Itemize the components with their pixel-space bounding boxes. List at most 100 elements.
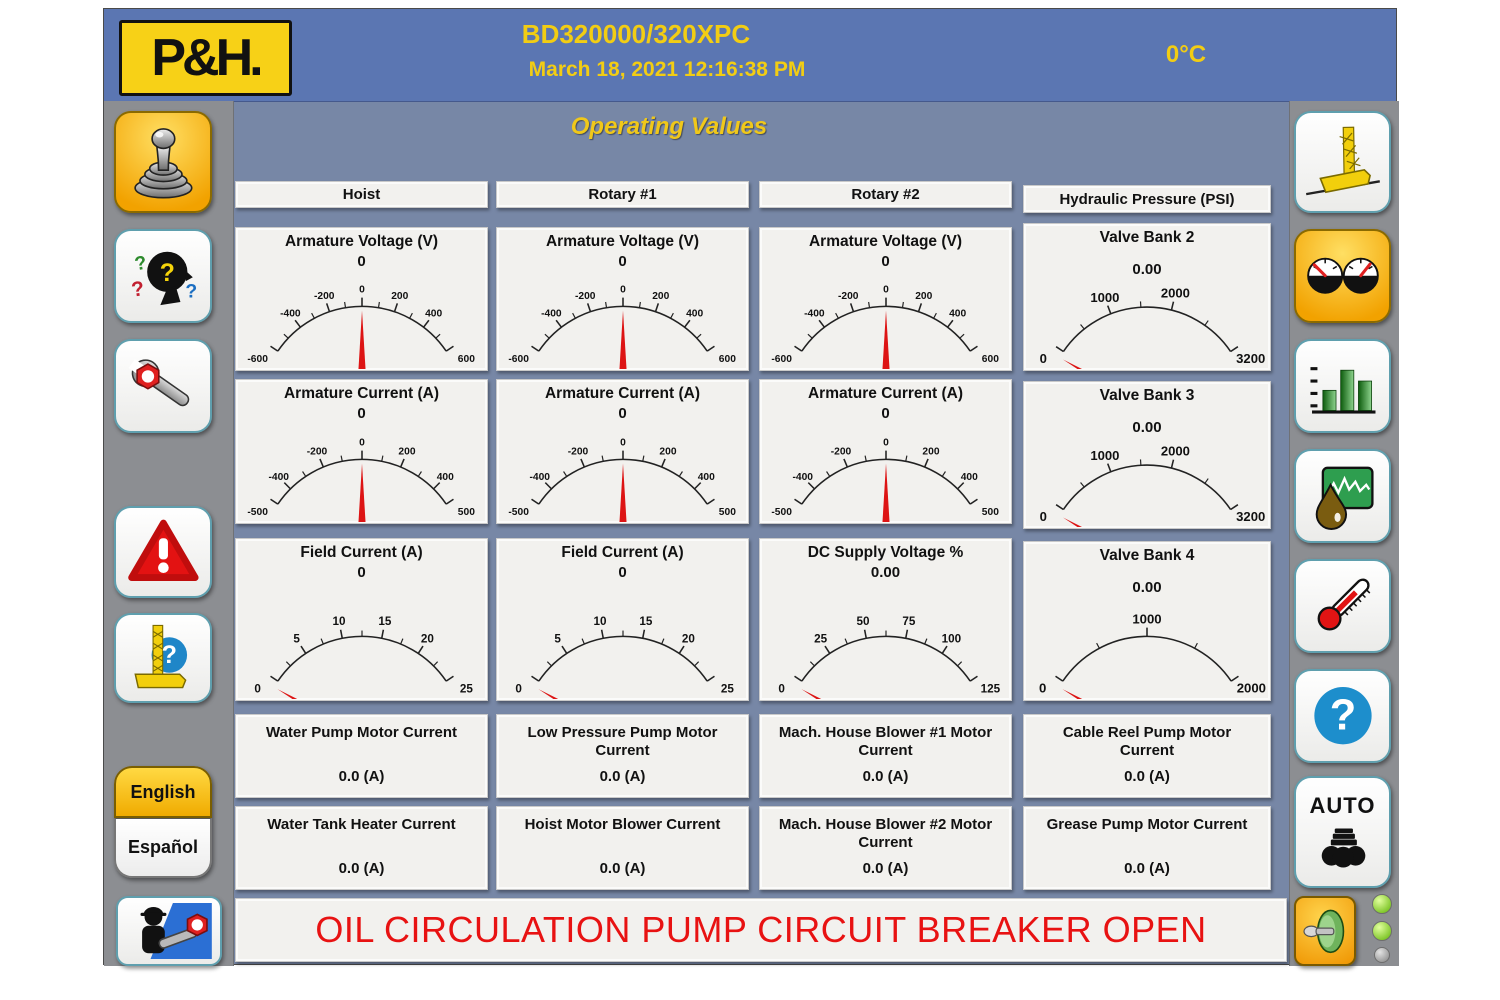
svg-text:-400: -400 (529, 472, 550, 483)
svg-text:400: 400 (425, 309, 442, 320)
gauge-panel: Field Current (A) 0 0 5 10 15 20 25 (496, 538, 749, 701)
thermometer-icon (1317, 578, 1370, 631)
value-cell-value: 0.0 (A) (1124, 768, 1170, 785)
operate-mode-button[interactable] (114, 111, 212, 213)
oil-trend-button[interactable] (1294, 449, 1391, 543)
rig-incline-icon (1305, 126, 1380, 196)
production-stats-button[interactable] (1294, 339, 1391, 433)
svg-text:0: 0 (620, 438, 626, 449)
svg-text:200: 200 (659, 446, 676, 457)
svg-text:?: ? (159, 260, 174, 287)
gauge-title: Armature Voltage (V) (808, 233, 963, 250)
svg-text:400: 400 (686, 309, 703, 320)
value-cell-label: Water Tank Heater Current (267, 816, 456, 833)
gauge-dial: 0 1000 2000 3200 (1040, 285, 1265, 369)
value-cell-label: Grease Pump Motor Current (1046, 816, 1248, 833)
gauge-panel: Armature Voltage (V) 0 -600 -400 -200 0 200 400… (759, 227, 1012, 371)
status-led-green-1 (1372, 894, 1392, 914)
column-header: Rotary #1 (496, 181, 749, 208)
svg-text:25: 25 (814, 633, 828, 646)
svg-text:200: 200 (652, 291, 669, 302)
svg-text:0: 0 (254, 682, 261, 695)
column-header: Rotary #2 (759, 181, 1012, 208)
alarm-banner: OIL CIRCULATION PUMP CIRCUIT BREAKER OPE… (235, 898, 1287, 962)
gauge-title: Field Current (A) (300, 544, 423, 561)
gauge-title: Valve Bank 4 (1099, 547, 1195, 564)
svg-text:75: 75 (902, 615, 916, 628)
svg-text:600: 600 (718, 354, 735, 365)
svg-text:?: ? (185, 281, 197, 303)
svg-text:500: 500 (981, 507, 998, 518)
value-cell: Hoist Motor Blower Current 0.0 (A) (496, 806, 749, 890)
value-cell: Water Pump Motor Current 0.0 (A) (235, 714, 488, 798)
head-questions-icon: ? ? ? ? (129, 252, 197, 306)
svg-text:0: 0 (1040, 351, 1047, 366)
svg-text:-500: -500 (508, 507, 529, 518)
help-button[interactable]: ? (1294, 669, 1391, 763)
gauge-dial: -500 -400 -200 0 200 400 500 (771, 438, 999, 522)
ph-logo: P&H. (119, 20, 292, 96)
gauge-value: 0 (618, 563, 627, 581)
svg-text:400: 400 (697, 472, 714, 483)
svg-text:0: 0 (883, 438, 889, 449)
gauge-dial: 0 1000 2000 (1039, 611, 1266, 699)
svg-text:200: 200 (915, 291, 932, 302)
svg-text:1000: 1000 (1132, 611, 1161, 626)
gauge-value: 0 (618, 252, 627, 270)
key-switch-icon (1303, 909, 1345, 953)
auto-lube-button[interactable]: AUTO (1294, 776, 1391, 888)
value-cell-label: Hoist Motor Blower Current (524, 816, 721, 833)
propel-level-button[interactable] (1294, 111, 1391, 213)
gauge-panel: Valve Bank 4 0.00 0 1000 2000 (1023, 541, 1271, 701)
temperatures-button[interactable] (1294, 559, 1391, 653)
operating-values-button[interactable] (1294, 229, 1391, 323)
language-english-button[interactable]: English (114, 766, 212, 818)
language-espanol-button[interactable]: Español (114, 818, 212, 878)
svg-text:0: 0 (883, 285, 889, 296)
key-switch-button[interactable] (1294, 896, 1356, 966)
svg-text:-400: -400 (804, 309, 825, 320)
wrench-icon (128, 359, 189, 407)
svg-text:-400: -400 (280, 309, 301, 320)
svg-text:-200: -200 (567, 446, 588, 457)
column-header: Hydraulic Pressure (PSI) (1023, 185, 1271, 213)
maintenance-button[interactable] (114, 339, 212, 433)
svg-text:400: 400 (436, 472, 453, 483)
gauge-dial: -600 -400 -200 0 200 400 600 (771, 285, 999, 369)
gauge-dial: -600 -400 -200 0 200 400 600 (508, 285, 736, 369)
gauge-dial: -500 -400 -200 0 200 400 500 (508, 438, 736, 522)
value-cell: Cable Reel Pump Motor Current 0.0 (A) (1023, 714, 1271, 798)
gauge-panel: Valve Bank 2 0.00 0 1000 2000 3200 (1023, 223, 1271, 371)
svg-text:-600: -600 (771, 354, 792, 365)
gauge-dial: 0 1000 2000 3200 (1040, 443, 1265, 527)
language-selector: English Español (114, 766, 212, 878)
svg-text:125: 125 (980, 682, 1000, 695)
alarms-button[interactable] (114, 506, 212, 598)
gauge-value: 0.00 (1132, 418, 1162, 436)
rig-question-icon: ? (133, 624, 187, 689)
svg-text:?: ? (161, 641, 176, 669)
diagnostics-button[interactable]: ? ? ? ? (114, 229, 212, 323)
svg-text:?: ? (129, 277, 145, 302)
service-access-button[interactable] (116, 896, 222, 966)
gauge-value: 0.00 (1132, 260, 1162, 278)
svg-text:1000: 1000 (1090, 448, 1119, 463)
gauge-value: 0.00 (1132, 578, 1162, 596)
svg-text:500: 500 (718, 507, 735, 518)
machine-info-button[interactable]: ? (114, 613, 212, 703)
svg-text:400: 400 (949, 309, 966, 320)
svg-text:25: 25 (459, 682, 473, 695)
value-cell-value: 0.0 (A) (1124, 860, 1170, 877)
svg-text:-400: -400 (268, 472, 289, 483)
status-led-green-2 (1372, 921, 1392, 941)
value-cell-value: 0.0 (A) (338, 768, 385, 785)
gauge-title: Armature Current (A) (807, 385, 963, 402)
gauge-title: Armature Current (A) (544, 385, 700, 402)
gauge-value: 0 (881, 404, 890, 422)
gauge-panel: Valve Bank 3 0.00 0 1000 2000 3200 (1023, 381, 1271, 529)
svg-text:50: 50 (856, 615, 870, 628)
svg-text:0: 0 (1039, 681, 1046, 696)
machine-title-block: BD320000/320XPC March 18, 2021 12:16:38 … (386, 19, 886, 82)
page-title: Operating Values (570, 113, 768, 140)
svg-text:5: 5 (293, 633, 300, 646)
